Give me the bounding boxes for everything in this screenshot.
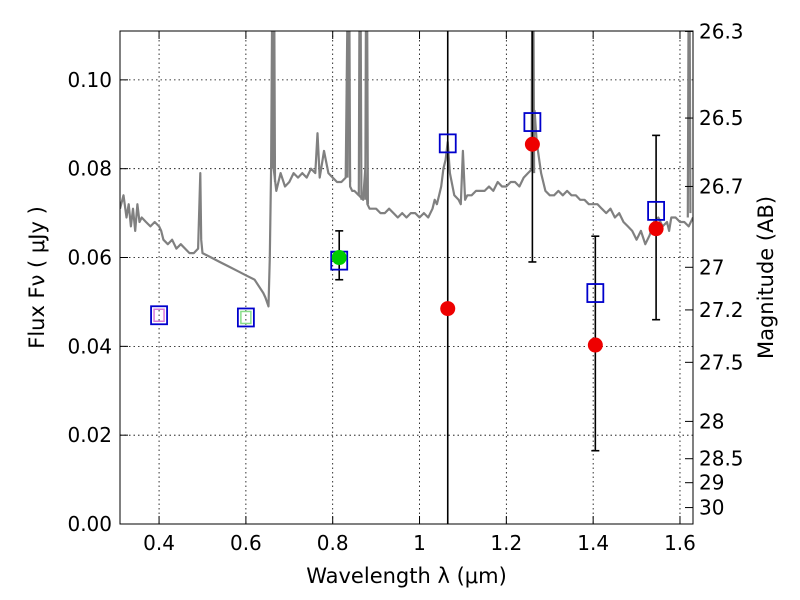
error-bars: [335, 31, 661, 524]
right-tick-label: 30: [699, 496, 724, 520]
template-spectrum: [120, 31, 693, 308]
right-tick-label: 27.5: [699, 350, 744, 374]
observed-point: [648, 221, 664, 237]
right-tick-label: 27.2: [699, 298, 744, 322]
y-tick-label: 0.02: [67, 423, 112, 447]
x-tick-label: 0.8: [317, 531, 349, 555]
observed-point: [587, 337, 603, 353]
y-tick-label: 0.10: [67, 68, 112, 92]
spectrum-emission-line: [686, 31, 692, 218]
spectrum-emission-line: [364, 31, 369, 205]
y-tick-label: 0.08: [67, 157, 112, 181]
y-tick-label: 0.04: [67, 334, 112, 358]
observed-point: [440, 301, 456, 317]
right-tick-label: 26.7: [699, 174, 744, 198]
x-tick-label: 1.6: [664, 531, 696, 555]
template-square: [150, 305, 168, 326]
y-tick-label: 0.00: [67, 512, 112, 536]
axis-ticks: 0.4 0.6 0.8 1 1.2 1.4 1.6 0.00 0.02 0.04 0.06 0.08 0…: [67, 19, 743, 555]
right-tick-label: 29: [699, 471, 724, 495]
plot-frame: [119, 30, 694, 525]
inner-square: [240, 310, 252, 325]
spectrum-line: [120, 31, 693, 308]
template-square: [647, 200, 666, 221]
x-tick-label: 1.2: [490, 531, 522, 555]
observed-point: [524, 136, 540, 152]
spectrum-emission-line: [271, 31, 277, 183]
right-tick-label: 27: [699, 255, 724, 279]
x-axis-label: Wavelength λ (μm): [306, 564, 507, 588]
grid-lines: [120, 31, 693, 525]
right-tick-label: 26.3: [699, 19, 744, 43]
template-square: [523, 112, 542, 132]
x-tick-label: 1.4: [577, 531, 609, 555]
y-tick-label: 0.06: [67, 246, 112, 270]
spectrum-emission-line: [357, 31, 363, 200]
template-square: [236, 307, 255, 328]
observed-point: [331, 250, 347, 266]
x-tick-label: 1: [413, 531, 426, 555]
x-tick-label: 0.4: [143, 531, 175, 555]
y-axis-label: Flux Fν ( μJy ): [25, 206, 49, 349]
template-square: [438, 133, 457, 154]
right-tick-label: 28: [699, 409, 724, 433]
x-tick-label: 0.6: [230, 531, 262, 555]
data-points: [150, 112, 666, 353]
inner-square: [153, 308, 165, 323]
spectrum-emission-line: [346, 31, 352, 183]
right-axis-label: Magnitude (AB): [754, 196, 778, 359]
right-tick-label: 28.5: [699, 447, 744, 471]
template-square: [586, 283, 605, 303]
right-tick-label: 26.5: [699, 106, 744, 130]
